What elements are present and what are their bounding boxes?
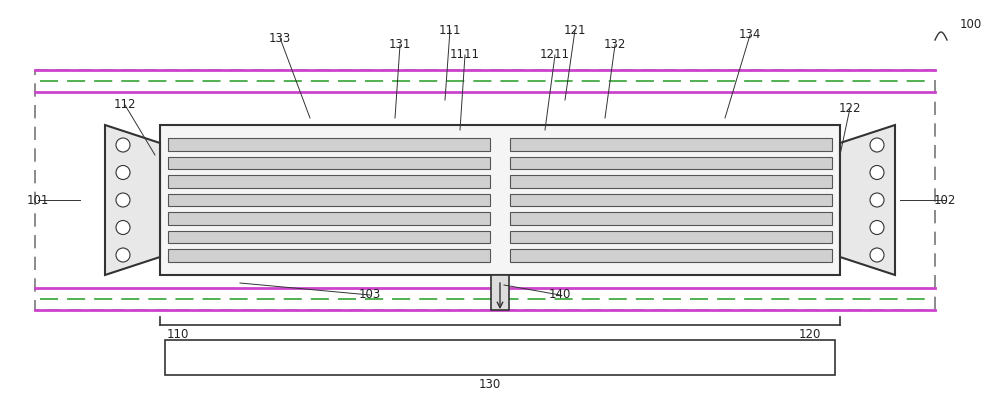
- Text: 120: 120: [799, 328, 821, 342]
- Polygon shape: [510, 231, 832, 244]
- Polygon shape: [160, 125, 840, 275]
- Text: 100: 100: [960, 18, 982, 32]
- Circle shape: [116, 248, 130, 262]
- Polygon shape: [510, 156, 832, 169]
- Polygon shape: [510, 138, 832, 150]
- Circle shape: [870, 138, 884, 152]
- Polygon shape: [491, 275, 509, 310]
- Circle shape: [116, 166, 130, 180]
- Text: 140: 140: [549, 288, 571, 302]
- Text: 121: 121: [564, 24, 586, 36]
- Polygon shape: [168, 138, 490, 150]
- Text: 111: 111: [439, 24, 461, 36]
- Circle shape: [870, 248, 884, 262]
- Circle shape: [870, 220, 884, 234]
- Circle shape: [870, 193, 884, 207]
- Circle shape: [870, 166, 884, 180]
- Polygon shape: [168, 212, 490, 225]
- Text: 134: 134: [739, 28, 761, 42]
- Polygon shape: [840, 125, 895, 275]
- Polygon shape: [168, 250, 490, 262]
- Circle shape: [116, 220, 130, 234]
- Text: 112: 112: [114, 98, 136, 112]
- Text: 132: 132: [604, 38, 626, 52]
- Circle shape: [116, 138, 130, 152]
- Text: 110: 110: [167, 328, 189, 342]
- Text: 102: 102: [934, 194, 956, 206]
- Text: 122: 122: [839, 102, 861, 114]
- Polygon shape: [168, 194, 490, 206]
- Text: 1111: 1111: [450, 48, 480, 62]
- Polygon shape: [168, 231, 490, 244]
- Polygon shape: [510, 194, 832, 206]
- Text: 1211: 1211: [540, 48, 570, 62]
- Polygon shape: [510, 175, 832, 188]
- Polygon shape: [165, 340, 835, 375]
- Circle shape: [116, 193, 130, 207]
- Text: 103: 103: [359, 288, 381, 302]
- Polygon shape: [168, 175, 490, 188]
- Text: 101: 101: [27, 194, 49, 206]
- Text: 131: 131: [389, 38, 411, 52]
- Text: 130: 130: [479, 378, 501, 392]
- Text: 133: 133: [269, 32, 291, 44]
- Polygon shape: [510, 250, 832, 262]
- Polygon shape: [168, 156, 490, 169]
- Polygon shape: [510, 212, 832, 225]
- Polygon shape: [105, 125, 160, 275]
